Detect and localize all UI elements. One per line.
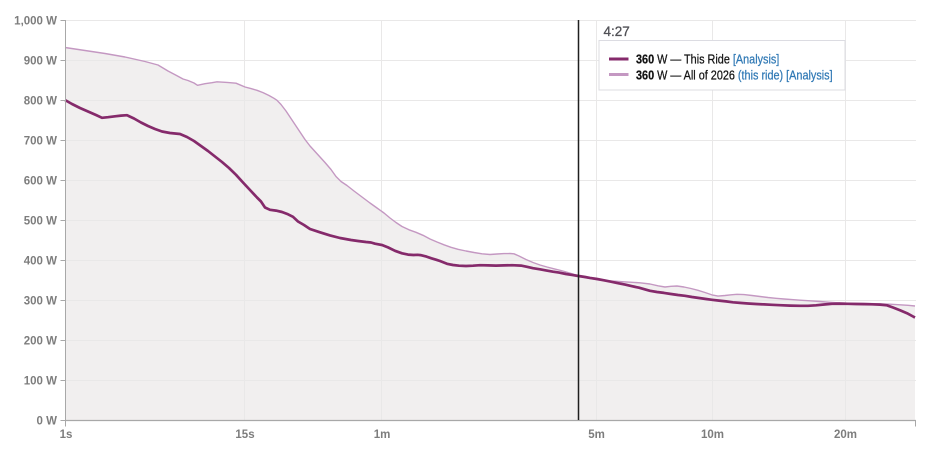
svg-text:1,000 W: 1,000 W [14, 16, 57, 28]
svg-text:300 W: 300 W [24, 296, 57, 308]
svg-text:360 W — All of 2026 (this ride: 360 W — All of 2026 (this ride) [Analysi… [636, 67, 833, 82]
svg-text:900 W: 900 W [24, 56, 57, 68]
svg-text:5m: 5m [588, 429, 605, 441]
svg-text:200 W: 200 W [24, 336, 57, 348]
svg-text:800 W: 800 W [24, 96, 57, 108]
svg-text:600 W: 600 W [24, 176, 57, 188]
svg-text:10m: 10m [701, 429, 724, 441]
svg-text:1s: 1s [60, 429, 73, 441]
svg-text:15s: 15s [235, 429, 254, 441]
svg-text:0 W: 0 W [37, 416, 58, 428]
svg-text:4:27: 4:27 [604, 24, 630, 39]
svg-text:1m: 1m [374, 429, 391, 441]
svg-text:500 W: 500 W [24, 216, 57, 228]
svg-text:20m: 20m [834, 429, 857, 441]
svg-text:400 W: 400 W [24, 256, 57, 268]
svg-text:700 W: 700 W [24, 136, 57, 148]
svg-text:100 W: 100 W [24, 376, 57, 388]
svg-text:360 W — This Ride [Analysis]: 360 W — This Ride [Analysis] [636, 52, 779, 67]
